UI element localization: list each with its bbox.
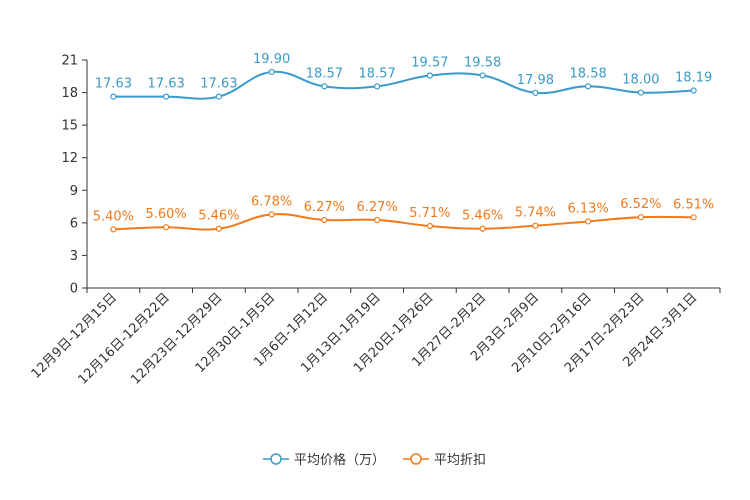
data-point[interactable] [637, 214, 644, 221]
data-label: 6.51% [673, 197, 714, 212]
data-label: 6.13% [567, 201, 608, 216]
data-label: 5.46% [462, 209, 503, 224]
y-tick-label: 3 [70, 249, 78, 264]
data-label: 5.71% [409, 206, 450, 221]
x-tick-label: 12月16日-12月22日 [75, 290, 172, 387]
data-point[interactable] [479, 72, 486, 79]
data-label: 5.60% [145, 207, 186, 222]
legend-label: 平均折扣 [434, 453, 486, 468]
data-label: 17.98 [517, 73, 554, 88]
data-label: 6.27% [304, 200, 345, 215]
data-point[interactable] [110, 226, 117, 233]
legend-label: 平均价格（万） [294, 452, 385, 468]
data-point[interactable] [268, 68, 275, 76]
legend-marker-icon [410, 453, 422, 465]
data-label: 19.57 [411, 56, 448, 71]
data-label: 6.27% [356, 200, 397, 215]
x-tick-label: 12月23日-12月29日 [128, 290, 225, 387]
data-label: 5.74% [515, 206, 556, 221]
data-point[interactable] [268, 211, 275, 218]
data-point[interactable] [374, 216, 381, 224]
y-tick-label: 12 [61, 151, 78, 166]
y-tick-label: 9 [70, 184, 78, 199]
data-point[interactable] [163, 224, 170, 231]
y-tick-label: 18 [61, 86, 78, 101]
data-label: 5.40% [93, 209, 134, 224]
data-label: 18.00 [622, 73, 659, 88]
data-point[interactable] [374, 83, 381, 90]
data-point[interactable] [690, 214, 697, 221]
series-layer: 17.63 17.63 17.63 19.90 18.57 18.57 19.57 19.58… [93, 52, 714, 233]
data-point[interactable] [585, 83, 592, 90]
data-point[interactable] [321, 83, 328, 90]
data-point[interactable] [532, 89, 539, 96]
data-label: 18.19 [675, 71, 712, 86]
legend-item[interactable]: 平均价格（万） [263, 452, 385, 468]
legend-marker-icon [270, 453, 282, 465]
data-point[interactable] [479, 225, 486, 232]
series-line [113, 70, 694, 100]
data-point[interactable] [532, 222, 539, 229]
data-point[interactable] [215, 225, 222, 232]
y-tick-label: 6 [70, 216, 78, 231]
legend[interactable]: 平均价格（万） 平均折扣 [263, 452, 486, 468]
series-0: 17.63 17.63 17.63 19.90 18.57 18.57 19.57 19.58… [95, 52, 712, 100]
x-tick-label: 12月9日-12月15日 [29, 290, 121, 382]
data-point[interactable] [426, 72, 433, 79]
data-point[interactable] [110, 93, 117, 100]
data-label: 5.46% [198, 209, 239, 224]
data-label: 17.63 [148, 77, 185, 92]
series-line [113, 213, 694, 231]
data-point[interactable] [585, 218, 592, 225]
data-label: 18.57 [306, 66, 343, 81]
legend-item[interactable]: 平均折扣 [403, 453, 486, 468]
data-point[interactable] [637, 89, 644, 96]
data-point[interactable] [321, 216, 328, 224]
y-tick-label: 15 [61, 119, 78, 134]
data-label: 18.58 [570, 66, 607, 81]
data-label: 6.78% [251, 194, 292, 209]
data-label: 19.58 [464, 55, 501, 70]
y-tick-label: 21 [61, 54, 78, 69]
data-point[interactable] [690, 87, 697, 94]
data-point[interactable] [426, 222, 433, 230]
series-1: 5.40% 5.60% 5.46% 6.78% 6.27% 6.27% 5.71% 5.46%… [93, 194, 714, 233]
data-point[interactable] [163, 93, 170, 100]
data-label: 17.63 [200, 77, 237, 92]
data-point[interactable] [215, 93, 222, 100]
data-label: 17.63 [95, 77, 132, 92]
data-label: 6.52% [620, 197, 661, 212]
y-tick-label: 0 [70, 282, 78, 297]
data-label: 18.57 [359, 66, 396, 81]
data-label: 19.90 [253, 52, 290, 67]
